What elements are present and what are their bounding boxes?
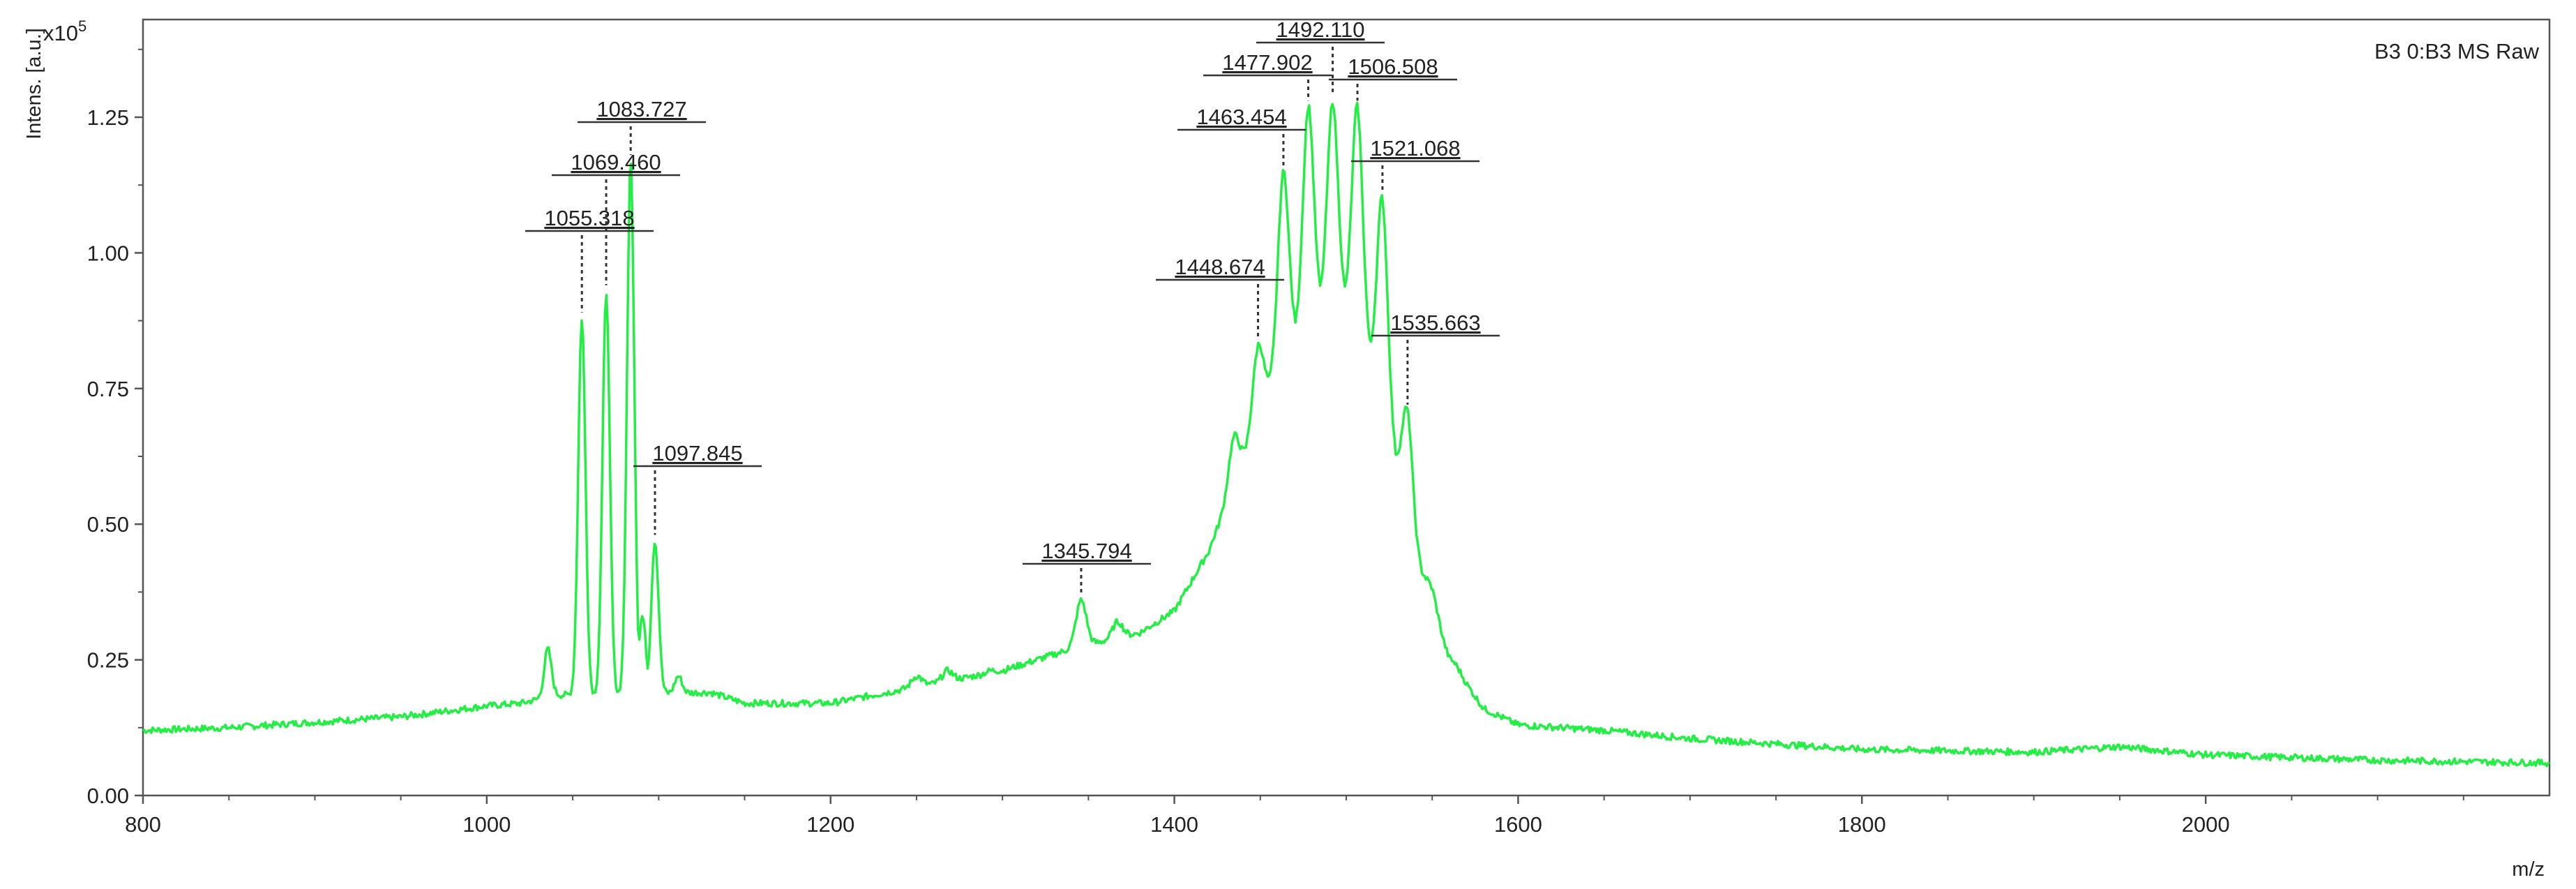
x-axis-title: m/z [2512,858,2545,881]
annotation-layer: 1055.318 1069.460 1083.727 1097.845 1345.794… [525,17,1500,595]
x-tick-label: 1400 [1150,812,1198,837]
peak-label: 1492.110 [1276,17,1365,42]
plot-frame [142,18,2551,797]
x-tick-label: 1600 [1494,812,1542,837]
x-tick-label: 2000 [2182,812,2230,837]
y-tick-label: 1.25 [87,105,129,130]
y-tick-label: 0.25 [87,648,129,673]
peak-label: 1521.068 [1370,136,1460,160]
legend-label: B3 0:B3 MS Raw [2374,39,2540,64]
y-axis-title: Intens. [a.u.] [23,28,45,140]
spectrum-trace [142,101,2550,768]
peak-label: 1506.508 [1348,54,1438,79]
y-tick-label: 1.00 [87,241,129,265]
peak-label: 1069.460 [571,150,661,174]
peak-label: 1083.727 [596,97,686,121]
peak-label: 1535.663 [1390,311,1480,335]
spectrum-layer [142,101,2550,768]
plot-border [142,18,2551,797]
axis-layer: 800 1000 1200 1400 1600 1800 2000 0.00 0.25 0.50 0… [87,48,2464,837]
x-tick-label: 1200 [806,812,854,837]
peak-label: 1448.674 [1175,255,1265,279]
x-tick-label: 1800 [1838,812,1886,837]
y-multiplier-base: x10 [43,21,78,45]
peak-label: 1345.794 [1041,539,1131,563]
y-tick-label: 0.50 [87,512,129,537]
y-multiplier-exponent: 5 [78,17,86,35]
y-tick-label: 0.00 [87,784,129,808]
peak-label: 1055.318 [544,206,634,230]
x-tick-label: 800 [125,812,161,837]
x-tick-label: 1000 [462,812,511,837]
peak-label: 1463.454 [1196,105,1286,129]
y-axis-multiplier: x105 [43,17,86,45]
peak-label: 1097.845 [652,441,742,465]
y-tick-label: 0.75 [87,377,129,401]
peak-label: 1477.902 [1222,50,1312,75]
